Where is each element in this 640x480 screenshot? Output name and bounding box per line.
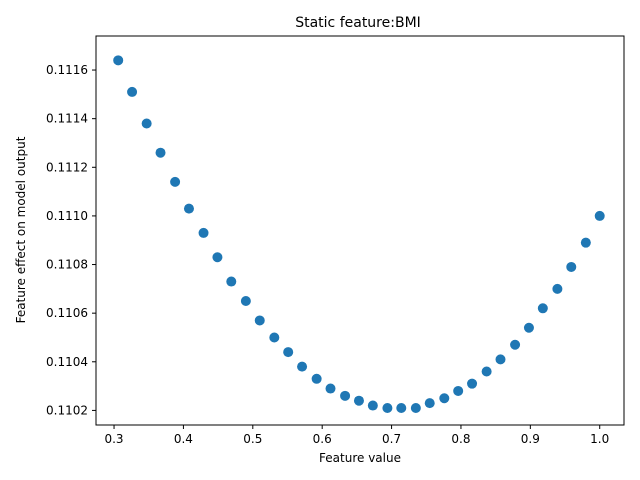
x-tick-label: 1.0 [590, 432, 609, 446]
data-point [510, 339, 521, 350]
data-point [198, 227, 209, 238]
data-point [410, 402, 421, 413]
data-points [113, 55, 605, 413]
data-point [552, 283, 563, 294]
x-tick-label: 0.4 [174, 432, 193, 446]
data-point [367, 400, 378, 411]
x-axis: 0.3 0.4 0.5 0.6 0.7 0.8 0.9 1.0 [104, 425, 609, 446]
data-point [113, 55, 124, 66]
data-point [240, 296, 251, 307]
data-point [523, 322, 534, 333]
y-tick-label: 0.1104 [46, 355, 88, 369]
x-tick-label: 0.6 [313, 432, 332, 446]
chart-title: Static feature:BMI [295, 15, 421, 31]
y-tick-label: 0.1112 [46, 160, 88, 174]
data-point [566, 261, 577, 272]
data-point [537, 303, 548, 314]
data-point [353, 395, 364, 406]
x-axis-label: Feature value [319, 451, 401, 465]
x-tick-label: 0.9 [521, 432, 540, 446]
x-tick-label: 0.5 [243, 432, 262, 446]
data-point [467, 378, 478, 389]
data-point [226, 276, 237, 287]
y-axis: 0.1102 0.1104 0.1106 0.1108 0.1110 0.1112 0.11… [46, 63, 96, 417]
data-point [283, 347, 294, 358]
y-tick-label: 0.1108 [46, 258, 88, 272]
data-point [481, 366, 492, 377]
data-point [127, 86, 138, 97]
data-point [212, 252, 223, 263]
data-point [254, 315, 265, 326]
y-tick-label: 0.1116 [46, 63, 88, 77]
data-point [340, 390, 351, 401]
x-tick-label: 0.8 [451, 432, 470, 446]
data-point [439, 393, 450, 404]
data-point [155, 147, 166, 158]
y-tick-label: 0.1110 [46, 209, 88, 223]
data-point [141, 118, 152, 129]
data-point [594, 210, 605, 221]
data-point [495, 354, 506, 365]
data-point [453, 385, 464, 396]
plot-frame [95, 35, 625, 426]
data-point [424, 398, 435, 409]
data-point [325, 383, 336, 394]
data-point [382, 402, 393, 413]
data-point [170, 176, 181, 187]
y-tick-label: 0.1106 [46, 306, 88, 320]
data-point [580, 237, 591, 248]
y-axis-label: Feature effect on model output [14, 136, 28, 323]
data-point [396, 402, 407, 413]
data-point [183, 203, 194, 214]
data-point [269, 332, 280, 343]
x-tick-label: 0.3 [104, 432, 123, 446]
y-tick-label: 0.1114 [46, 112, 88, 126]
x-tick-label: 0.7 [382, 432, 401, 446]
y-tick-label: 0.1102 [46, 403, 88, 417]
plot-area [95, 35, 625, 426]
data-point [297, 361, 308, 372]
data-point [311, 373, 322, 384]
